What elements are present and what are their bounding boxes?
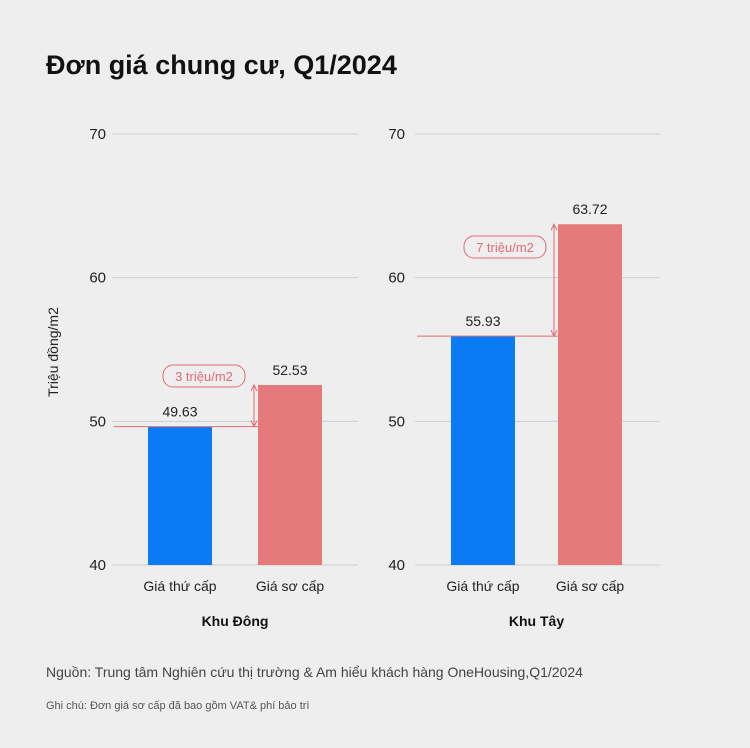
y-tick-50: 50 bbox=[89, 413, 106, 430]
diff-badge-east bbox=[162, 364, 246, 388]
y-tick-40: 40 bbox=[388, 557, 405, 574]
y-tick-70: 70 bbox=[89, 126, 106, 143]
chart-area: Triệu đồng/m2 40 50 60 70 49.63 52.53 3 tri… bbox=[45, 126, 660, 629]
bar-value-west-secondary: 55.93 bbox=[465, 313, 500, 329]
y-tick-60: 60 bbox=[89, 270, 106, 287]
diff-arrowhead-top-east bbox=[250, 383, 258, 392]
diff-arrowhead-top-west bbox=[550, 223, 558, 231]
chart-title: Đơn giá chung cư, Q1/2024 bbox=[46, 50, 397, 80]
panel-label-west: Khu Tây bbox=[509, 613, 564, 629]
diff-arrowhead-bottom-east bbox=[250, 420, 258, 428]
panel-east: 40 50 60 70 49.63 52.53 3 triệu/m2 Giá thứ … bbox=[89, 126, 358, 629]
y-axis-label: Triệu đồng/m2 bbox=[45, 307, 61, 397]
x-tick-east-primary: Giá sơ cấp bbox=[256, 578, 325, 594]
diff-badge-label-west: 7 triệu/m2 bbox=[476, 240, 534, 255]
panel-label-east: Khu Đông bbox=[202, 613, 269, 629]
y-tick-70: 70 bbox=[388, 126, 405, 143]
bar-west-primary bbox=[558, 224, 622, 566]
footnote: Ghi chú: Đơn giá sơ cấp đã bao gồm VAT& … bbox=[46, 700, 310, 712]
bar-value-east-secondary: 49.63 bbox=[162, 404, 197, 420]
panel-west: 40 50 60 70 55.93 63.72 7 triệu/m2 Giá thứ … bbox=[388, 126, 660, 629]
bar-value-west-primary: 63.72 bbox=[572, 201, 607, 217]
y-tick-40: 40 bbox=[89, 557, 106, 574]
source-note: Nguồn: Trung tâm Nghiên cứu thị trường &… bbox=[46, 664, 583, 680]
bar-west-secondary bbox=[451, 336, 515, 565]
x-tick-west-primary: Giá sơ cấp bbox=[556, 578, 625, 594]
diff-badge-west bbox=[463, 235, 547, 259]
bar-value-east-primary: 52.53 bbox=[272, 362, 307, 378]
y-tick-60: 60 bbox=[388, 270, 405, 287]
x-tick-west-secondary: Giá thứ cấp bbox=[446, 578, 519, 594]
bar-east-primary bbox=[258, 384, 322, 565]
diff-badge-label-east: 3 triệu/m2 bbox=[175, 369, 233, 384]
diff-arrowhead-bottom-west bbox=[550, 329, 558, 338]
x-tick-east-secondary: Giá thứ cấp bbox=[143, 578, 216, 594]
bar-east-secondary bbox=[148, 426, 212, 565]
y-tick-50: 50 bbox=[388, 413, 405, 430]
